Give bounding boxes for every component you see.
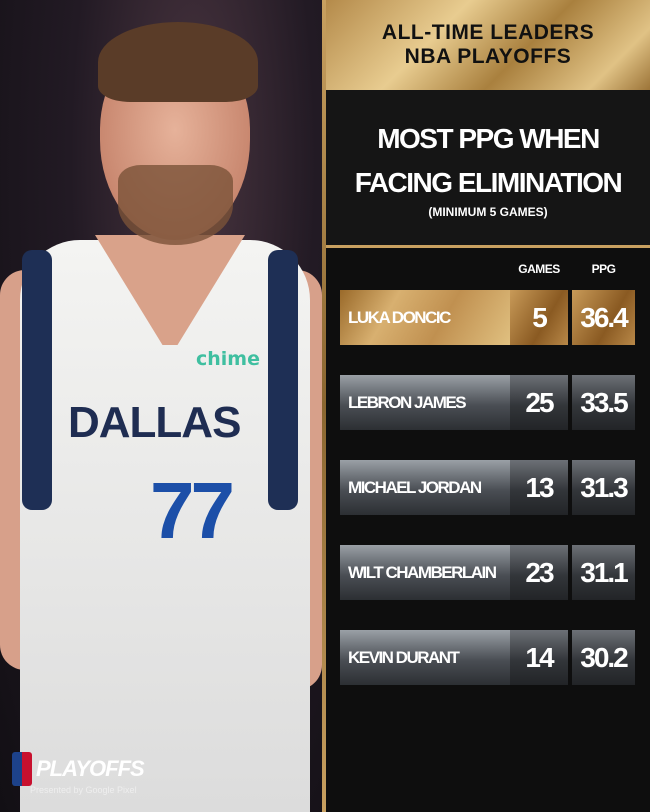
ppg-cell: 31.1 xyxy=(572,545,635,600)
games-cell: 14 xyxy=(510,630,568,685)
player-name: WILT CHAMBERLAIN xyxy=(340,545,510,600)
subtitle: (MINIMUM 5 GAMES) xyxy=(428,204,548,219)
player-name: KEVIN DURANT xyxy=(340,630,510,685)
leader-row: WILT CHAMBERLAIN 23 31.1 xyxy=(340,545,635,600)
jersey-number: 77 xyxy=(150,466,235,555)
games-value: 25 xyxy=(525,386,554,418)
ppg-cell: 30.2 xyxy=(572,630,635,685)
leader-row: MICHAEL JORDAN 13 31.3 xyxy=(340,460,635,515)
jersey-sponsor: chime xyxy=(196,348,260,370)
ppg-cell: 31.3 xyxy=(572,460,635,515)
ppg-cell: 36.4 xyxy=(572,290,635,345)
games-cell: 5 xyxy=(510,290,568,345)
gold-divider xyxy=(322,0,326,812)
header-line2: NBA PLAYOFFS xyxy=(404,45,572,68)
player-name-text: WILT CHAMBERLAIN xyxy=(348,562,497,582)
ppg-value: 31.3 xyxy=(580,471,628,503)
beard xyxy=(118,165,233,245)
title-box: MOST PPG WHEN FACING ELIMINATION (MINIMU… xyxy=(326,90,650,248)
ppg-value: 30.2 xyxy=(580,641,628,673)
player-name: MICHAEL JORDAN xyxy=(340,460,510,515)
player-name-text: LEBRON JAMES xyxy=(348,392,467,412)
jersey-team: DALLAS xyxy=(68,398,241,447)
player-name: LUKA DONCIC xyxy=(340,290,510,345)
games-cell: 25 xyxy=(510,375,568,430)
hair xyxy=(98,22,258,102)
games-value: 23 xyxy=(525,556,554,588)
jersey-trim xyxy=(22,250,52,510)
player-photo: chime DALLAS 77 PLAYOFFS Presented by Go… xyxy=(0,0,322,812)
player-name-text: KEVIN DURANT xyxy=(348,647,460,667)
ppg-value: 36.4 xyxy=(580,301,628,333)
leader-row: LUKA DONCIC 5 36.4 xyxy=(340,290,635,345)
nba-logo-icon xyxy=(12,752,32,786)
games-cell: 13 xyxy=(510,460,568,515)
games-value: 14 xyxy=(525,641,554,673)
player-name: LEBRON JAMES xyxy=(340,375,510,430)
playoffs-logo: PLAYOFFS xyxy=(12,752,145,786)
jersey-trim xyxy=(268,250,298,510)
title-line2: FACING ELIMINATION xyxy=(354,166,623,198)
logo-text: PLAYOFFS xyxy=(36,756,145,781)
ppg-cell: 33.5 xyxy=(572,375,635,430)
player-name-text: LUKA DONCIC xyxy=(348,307,451,327)
column-header-games: GAMES xyxy=(518,262,560,276)
games-value: 5 xyxy=(532,301,548,333)
presented-by: Presented by Google Pixel xyxy=(30,785,137,795)
leader-row: LEBRON JAMES 25 33.5 xyxy=(340,375,635,430)
header-banner: ALL-TIME LEADERS NBA PLAYOFFS xyxy=(326,0,650,90)
games-cell: 23 xyxy=(510,545,568,600)
leader-row: KEVIN DURANT 14 30.2 xyxy=(340,630,635,685)
ppg-value: 31.1 xyxy=(580,556,628,588)
ppg-value: 33.5 xyxy=(580,386,628,418)
column-header-ppg: PPG xyxy=(591,262,616,276)
header-line1: ALL-TIME LEADERS xyxy=(381,21,595,44)
games-value: 13 xyxy=(525,471,554,503)
player-name-text: MICHAEL JORDAN xyxy=(348,477,482,497)
title-line1: MOST PPG WHEN xyxy=(377,122,600,154)
